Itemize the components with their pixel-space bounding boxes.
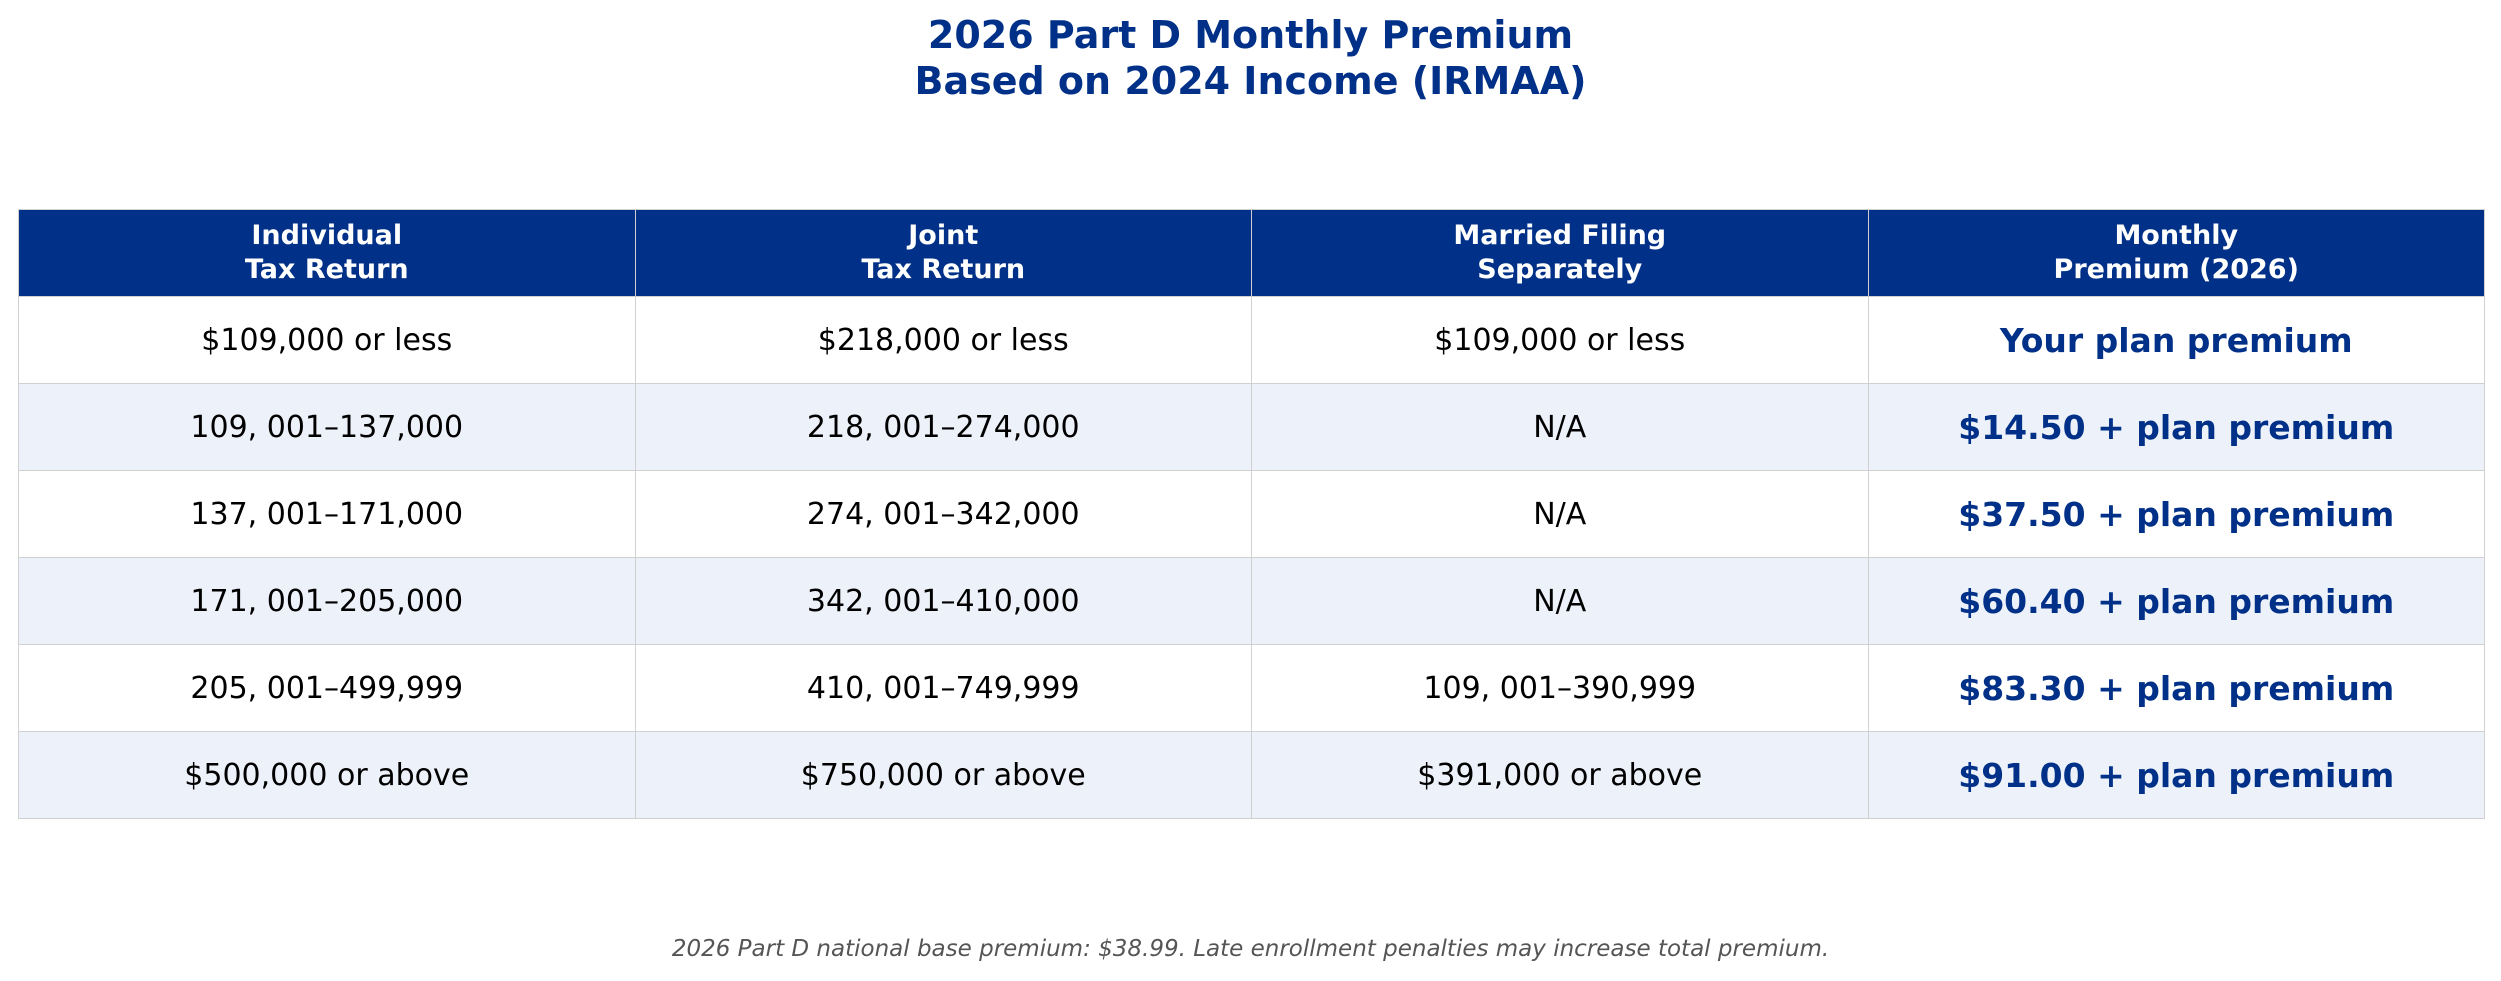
cell-joint: 342, 001–410,000 bbox=[634, 557, 1252, 645]
cell-individual: 137, 001–171,000 bbox=[18, 470, 636, 558]
cell-individual: 205, 001–499,999 bbox=[18, 644, 636, 732]
cell-monthly-premium: $37.50 + plan premium bbox=[1867, 470, 2485, 558]
cell-joint: $218,000 or less bbox=[634, 296, 1252, 384]
cell-joint: 218, 001–274,000 bbox=[634, 383, 1252, 471]
header-line: Married Filing bbox=[1453, 220, 1667, 251]
header-line: Tax Return bbox=[244, 254, 409, 285]
cell-married-separately: 109, 001–390,999 bbox=[1251, 644, 1869, 732]
cell-monthly-premium: $14.50 + plan premium bbox=[1867, 383, 2485, 471]
cell-married-separately: $109,000 or less bbox=[1251, 296, 1869, 384]
header-line: Tax Return bbox=[861, 254, 1026, 285]
cell-individual: $109,000 or less bbox=[18, 296, 636, 384]
cell-individual: 109, 001–137,000 bbox=[18, 383, 636, 471]
header-line: Joint bbox=[908, 220, 979, 251]
cell-married-separately: N/A bbox=[1251, 470, 1869, 558]
header-line: Premium (2026) bbox=[2053, 254, 2299, 285]
cell-individual: 171, 001–205,000 bbox=[18, 557, 636, 645]
table-row: 109, 001–137,000 218, 001–274,000 N/A $1… bbox=[18, 383, 2485, 471]
cell-joint: $750,000 or above bbox=[634, 731, 1252, 819]
table-row: 137, 001–171,000 274, 001–342,000 N/A $3… bbox=[18, 470, 2485, 558]
cell-monthly-premium: $83.30 + plan premium bbox=[1867, 644, 2485, 732]
column-header-joint: Joint Tax Return bbox=[634, 209, 1252, 297]
column-header-individual: Individual Tax Return bbox=[18, 209, 636, 297]
header-line: Individual bbox=[251, 220, 403, 251]
cell-joint: 274, 001–342,000 bbox=[634, 470, 1252, 558]
cell-monthly-premium: Your plan premium bbox=[1867, 296, 2485, 384]
table-header: Individual Tax Return Joint Tax Return M… bbox=[18, 209, 2485, 297]
cell-married-separately: N/A bbox=[1251, 557, 1869, 645]
header-line: Separately bbox=[1477, 254, 1643, 285]
table-body: $109,000 or less $218,000 or less $109,0… bbox=[18, 296, 2485, 819]
cell-monthly-premium: $91.00 + plan premium bbox=[1867, 731, 2485, 819]
cell-married-separately: $391,000 or above bbox=[1251, 731, 1869, 819]
chart-title-line-1: 2026 Part D Monthly Premium bbox=[927, 13, 1574, 57]
header-row: Individual Tax Return Joint Tax Return M… bbox=[18, 209, 2485, 297]
cell-joint: 410, 001–749,999 bbox=[634, 644, 1252, 732]
column-header-monthly-premium: Monthly Premium (2026) bbox=[1867, 209, 2485, 297]
irmaa-premium-table: Individual Tax Return Joint Tax Return M… bbox=[18, 209, 2485, 819]
cell-individual: $500,000 or above bbox=[18, 731, 636, 819]
header-line: Monthly bbox=[2114, 220, 2239, 251]
chart-footnote: 2026 Part D national base premium: $38.9… bbox=[671, 936, 1830, 962]
table-row: 171, 001–205,000 342, 001–410,000 N/A $6… bbox=[18, 557, 2485, 645]
chart-title-line-2: Based on 2024 Income (IRMAA) bbox=[914, 59, 1587, 103]
table-row: $500,000 or above $750,000 or above $391… bbox=[18, 731, 2485, 819]
column-header-married-separately: Married Filing Separately bbox=[1251, 209, 1869, 297]
table-row: $109,000 or less $218,000 or less $109,0… bbox=[18, 296, 2485, 384]
table-row: 205, 001–499,999 410, 001–749,999 109, 0… bbox=[18, 644, 2485, 732]
cell-monthly-premium: $60.40 + plan premium bbox=[1867, 557, 2485, 645]
cell-married-separately: N/A bbox=[1251, 383, 1869, 471]
